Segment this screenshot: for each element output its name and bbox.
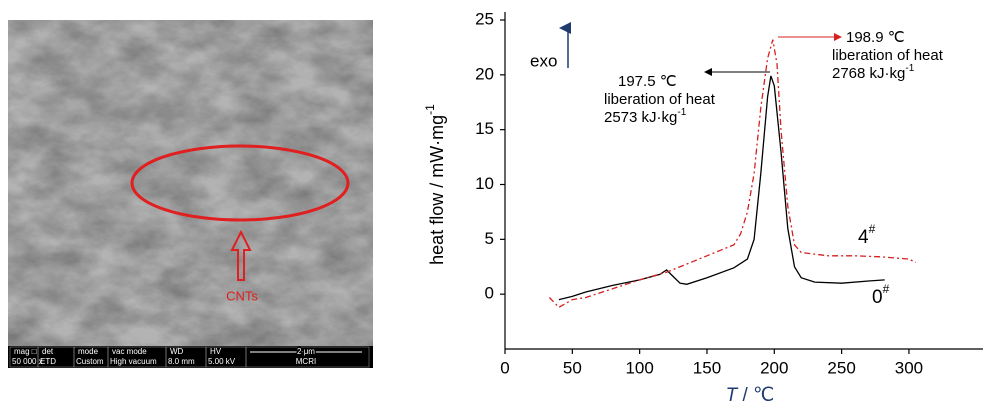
y-axis-label-sup: -1 bbox=[423, 104, 437, 115]
series-label-main: 0 bbox=[872, 287, 883, 308]
info-header: WD bbox=[170, 347, 184, 356]
annotation-sup: -1 bbox=[677, 107, 686, 118]
y-tick-label: 10 bbox=[475, 174, 494, 193]
x-axis-label-var: T bbox=[726, 385, 739, 406]
marker-label: CNTs bbox=[226, 288, 258, 303]
annotation-value: 2768 kJ·kg bbox=[832, 65, 905, 82]
info-header: 2 μm bbox=[297, 347, 315, 356]
info-value: High vacuum bbox=[110, 357, 157, 366]
annotation-line: 197.5 ℃ bbox=[618, 73, 677, 90]
info-cell bbox=[245, 346, 370, 368]
x-tick-label: 0 bbox=[500, 358, 509, 377]
info-header: vac mode bbox=[112, 347, 147, 356]
y-tick-label: 5 bbox=[485, 229, 494, 248]
annotation-line: 2768 kJ·kg-1 bbox=[832, 63, 915, 82]
info-value: ETD bbox=[40, 357, 56, 366]
x-tick-label: 50 bbox=[563, 358, 582, 377]
y-tick-label: 15 bbox=[475, 119, 494, 138]
series-label: 4# bbox=[858, 222, 876, 248]
y-axis-label-main: heat flow / mW·mg bbox=[427, 115, 447, 265]
annotation-value: 2573 kJ·kg bbox=[604, 109, 677, 126]
y-tick-label: 20 bbox=[475, 64, 494, 83]
x-tick-label: 200 bbox=[760, 358, 788, 377]
marker-arrow bbox=[230, 229, 252, 281]
series-label-sup: # bbox=[869, 222, 876, 236]
series-label-sup: # bbox=[883, 282, 890, 296]
highlight-ellipse bbox=[130, 144, 350, 222]
annotation-sup: -1 bbox=[905, 63, 914, 74]
sem-texture bbox=[8, 20, 373, 346]
y-tick-label: 25 bbox=[475, 9, 494, 28]
info-value: 8.0 mm bbox=[168, 357, 195, 366]
info-header: mag □ bbox=[14, 347, 37, 356]
info-value: Custom bbox=[76, 357, 104, 366]
info-value: MCRI bbox=[296, 357, 316, 366]
x-axis-label-unit: / ℃ bbox=[737, 385, 774, 406]
info-value: 50 000 x bbox=[12, 357, 43, 366]
x-axis-label: T / ℃ bbox=[726, 385, 775, 406]
y-axis-label: heat flow / mW·mg-1 bbox=[423, 104, 447, 265]
annotation-line: liberation of heat bbox=[832, 47, 944, 64]
series-line bbox=[548, 39, 916, 309]
info-header: HV bbox=[210, 347, 222, 356]
annotation-line: 2573 kJ·kg-1 bbox=[604, 107, 687, 126]
annotation-line: liberation of heat bbox=[604, 91, 716, 108]
sem-image: CNTs mag □ det mode vac mode WD HV 2 μm 50 000 … bbox=[8, 20, 373, 368]
series-label: 0# bbox=[872, 282, 890, 308]
series-label-main: 4 bbox=[858, 227, 869, 248]
x-tick-label: 100 bbox=[625, 358, 653, 377]
x-tick-label: 150 bbox=[693, 358, 721, 377]
info-header: det bbox=[42, 347, 54, 356]
x-tick-label: 250 bbox=[827, 358, 855, 377]
annotation-line: 198.9 ℃ bbox=[846, 29, 905, 46]
info-value: 5.00 kV bbox=[208, 357, 236, 366]
x-tick-label: 300 bbox=[895, 358, 923, 377]
exo-label: exo bbox=[530, 51, 557, 70]
y-tick-label: 0 bbox=[485, 284, 494, 303]
info-header: mode bbox=[78, 347, 99, 356]
